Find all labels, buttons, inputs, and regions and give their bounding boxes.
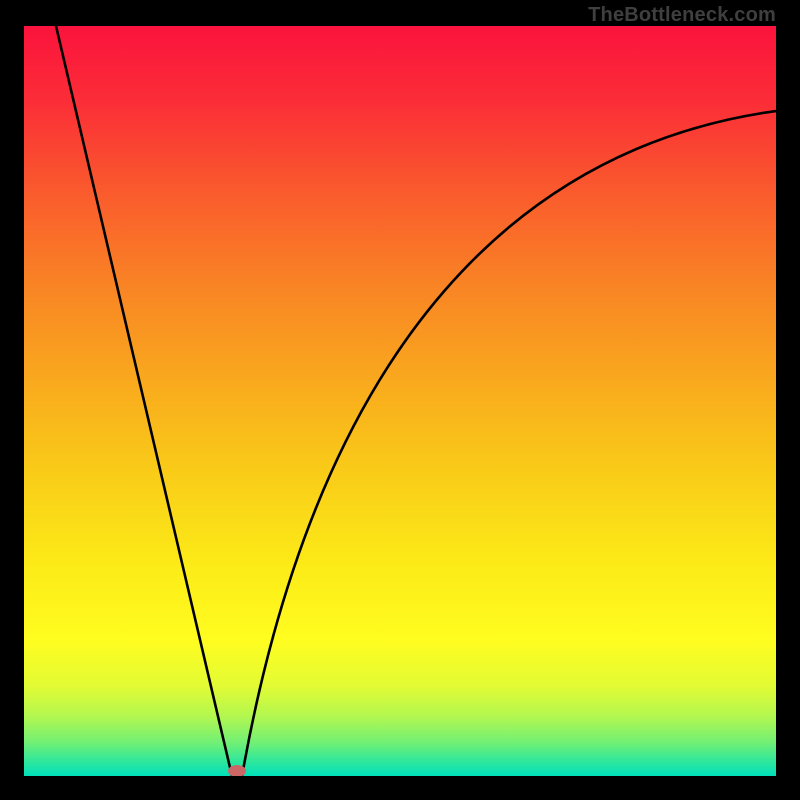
chart-curve-svg: [24, 26, 776, 776]
watermark-text: TheBottleneck.com: [588, 4, 776, 27]
chart-plot-area: [24, 26, 776, 776]
curve-left-arm: [56, 26, 232, 776]
minimum-marker: [228, 765, 246, 776]
curve-right-arm: [242, 111, 776, 776]
